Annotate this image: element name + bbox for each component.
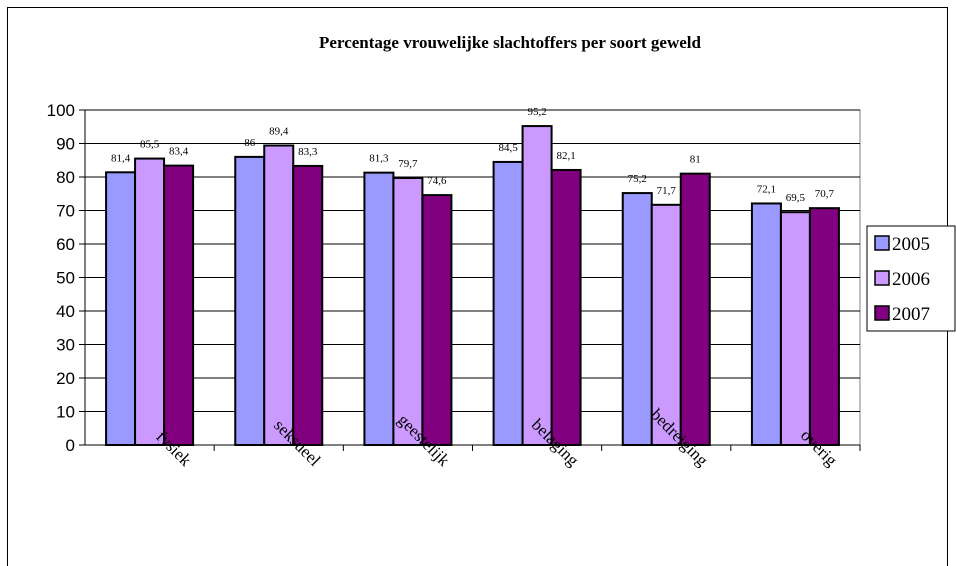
data-label: 70,7 <box>815 188 835 200</box>
data-label: 81,4 <box>111 152 131 164</box>
data-label: 89,4 <box>269 126 289 138</box>
legend-swatch <box>874 235 890 251</box>
bar <box>134 157 166 446</box>
data-label: 95,2 <box>527 106 546 118</box>
data-label: 75,2 <box>628 173 647 185</box>
data-label: 71,7 <box>657 185 677 197</box>
bar <box>363 171 395 447</box>
y-tick-label: 10 <box>56 403 75 422</box>
bar <box>105 171 137 446</box>
bar <box>234 155 266 446</box>
y-tick-label: 50 <box>56 269 75 288</box>
data-label: 81,3 <box>369 153 389 165</box>
legend-label: 2007 <box>892 304 930 325</box>
y-tick-label: 60 <box>56 235 75 254</box>
bar <box>679 172 711 446</box>
y-tick-label: 20 <box>56 369 75 388</box>
data-label: 83,4 <box>169 146 189 158</box>
bar <box>392 177 424 446</box>
bar <box>292 164 324 446</box>
bar <box>263 144 295 446</box>
data-label: 79,7 <box>398 158 418 170</box>
y-tick-label: 90 <box>56 135 75 154</box>
gridlines <box>85 109 860 412</box>
chart-title: Percentage vrouwelijke slachtoffers per … <box>319 33 701 52</box>
data-label: 85,5 <box>140 139 160 151</box>
data-label: 86 <box>244 137 256 149</box>
y-tick-label: 30 <box>56 336 75 355</box>
y-tick-label: 70 <box>56 202 75 221</box>
value-labels: 81,4 85,5 83,4 86 89,4 83,3 81,3 79,7 74,6 84,5 95… <box>111 106 835 204</box>
data-label: 69,5 <box>786 192 806 204</box>
legend-label: 2005 <box>892 234 930 255</box>
bar <box>750 202 782 446</box>
bar <box>163 164 195 447</box>
y-tick-label: 40 <box>56 302 75 321</box>
y-tick-label: 80 <box>56 168 75 187</box>
y-tick-label: 0 <box>66 436 75 455</box>
y-axis: 0 10 20 30 40 50 60 70 80 90 100 <box>47 101 86 455</box>
bar <box>650 203 682 446</box>
legend: 2005 2006 2007 <box>866 225 956 332</box>
bar <box>779 211 811 446</box>
data-label: 81 <box>690 154 701 166</box>
data-label: 72,1 <box>757 183 776 195</box>
bar <box>492 160 524 447</box>
legend-swatch <box>874 305 890 321</box>
bar <box>808 207 840 446</box>
legend-label: 2006 <box>892 269 930 290</box>
data-label: 83,3 <box>298 146 318 158</box>
bar <box>421 194 453 446</box>
data-label: 82,1 <box>556 150 575 162</box>
bar <box>521 125 553 447</box>
data-label: 74,6 <box>427 175 447 187</box>
data-label: 84,5 <box>498 142 518 154</box>
bar <box>621 192 653 446</box>
bar <box>550 168 582 446</box>
legend-swatch <box>874 270 890 286</box>
y-tick-label: 100 <box>47 101 75 120</box>
